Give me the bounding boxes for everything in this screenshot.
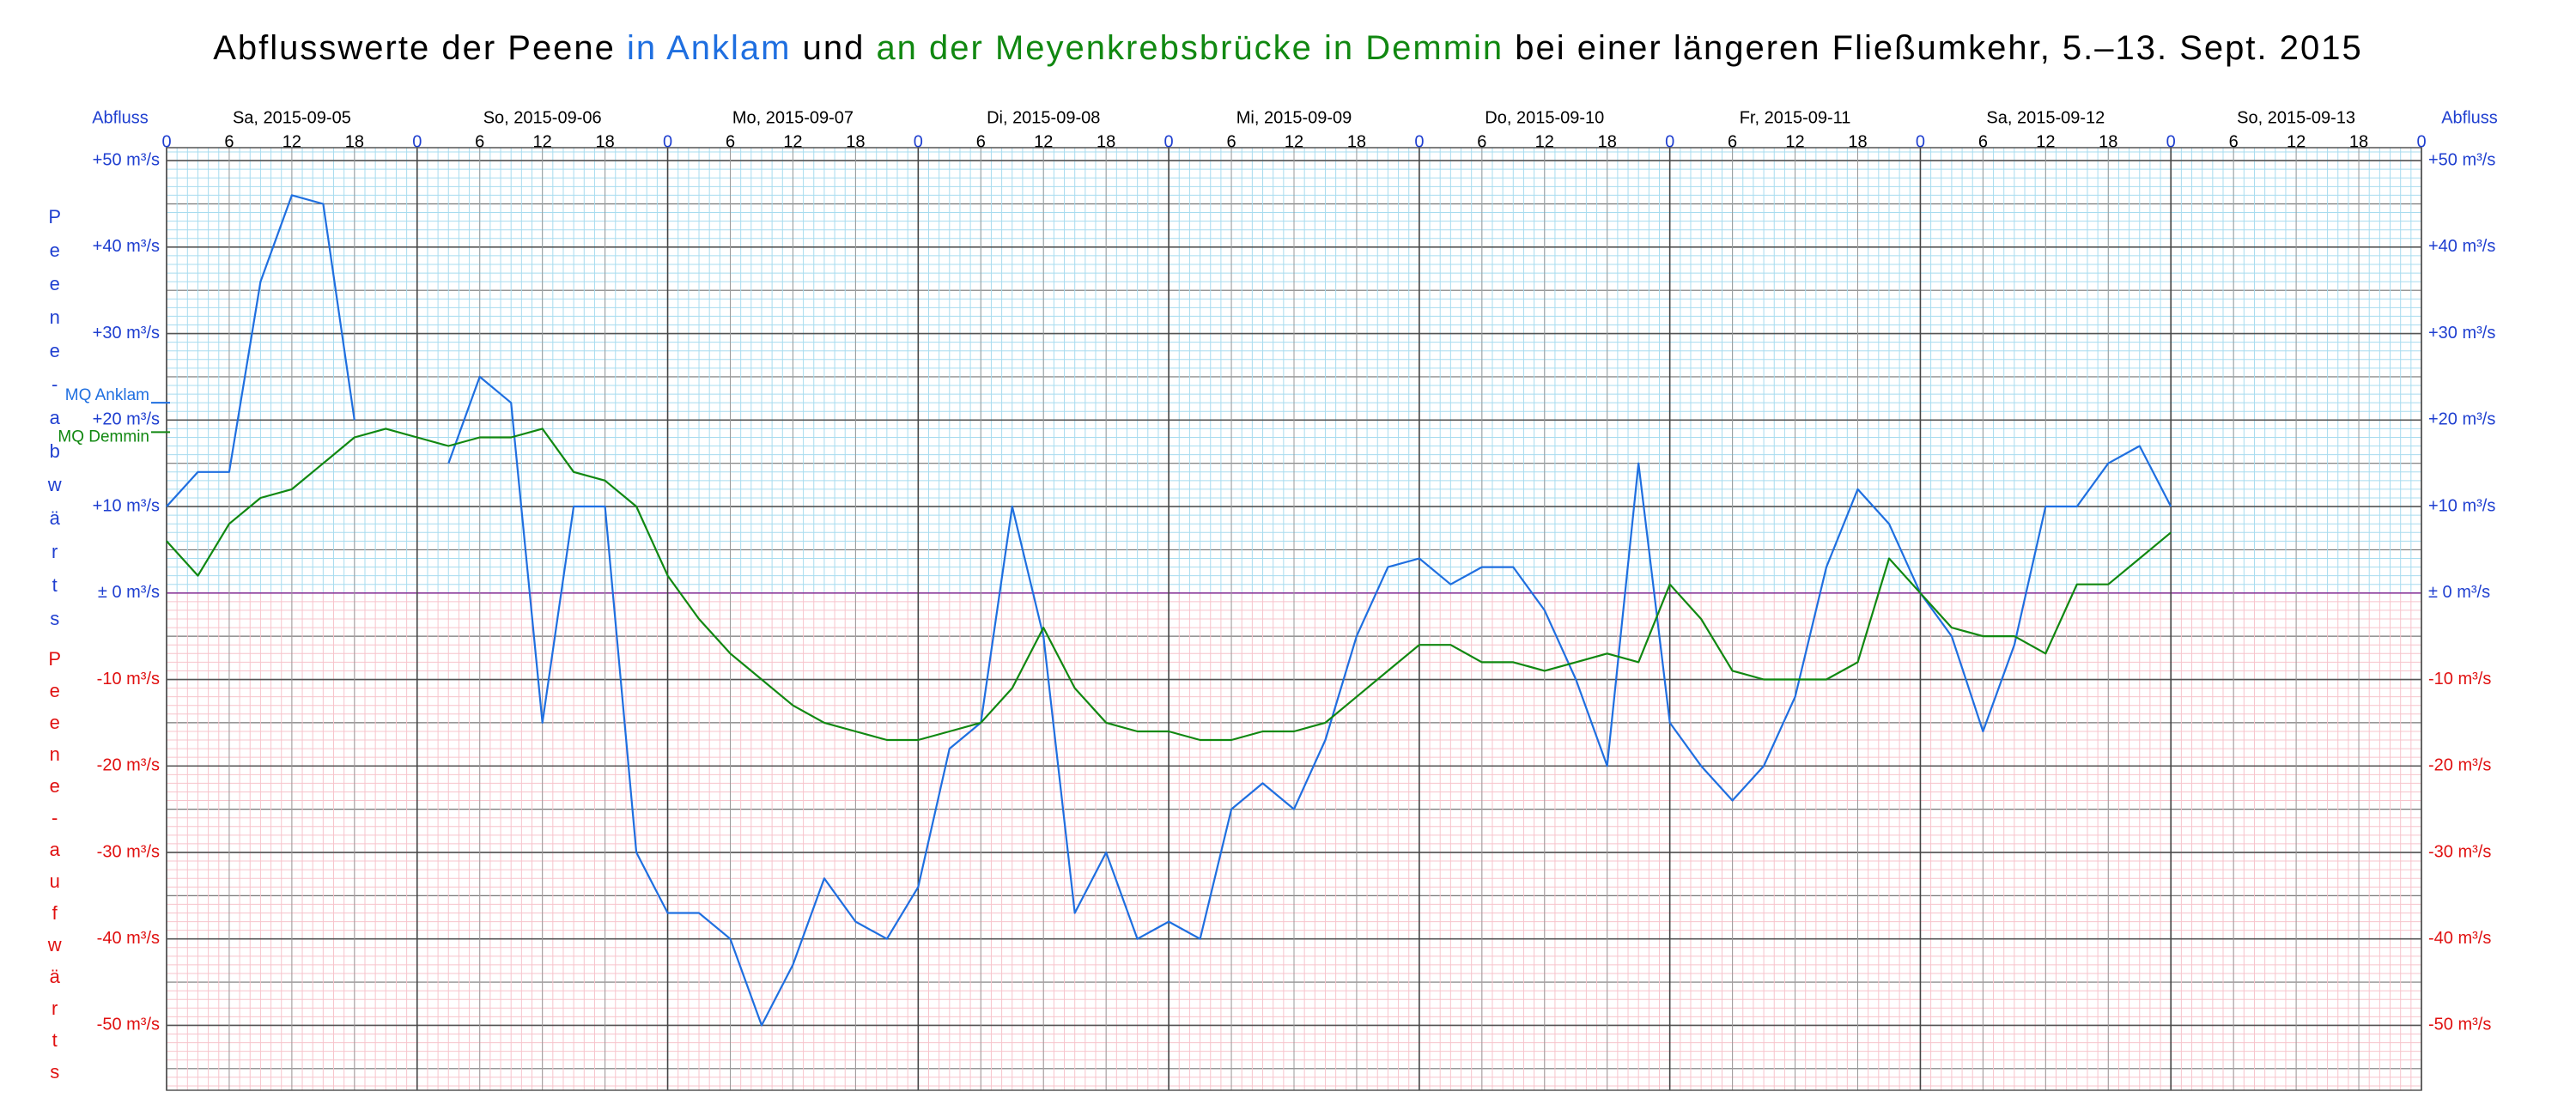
title-part: in Anklam bbox=[627, 29, 791, 67]
y-tick-label: -30 m³/s bbox=[2428, 842, 2491, 861]
series-line bbox=[166, 428, 2172, 742]
x-tick-label: 18 bbox=[846, 132, 865, 151]
chart-title: Abflusswerte der Peene in Anklam und an … bbox=[213, 29, 2363, 67]
x-tick-label: 6 bbox=[224, 132, 234, 151]
x-tick-label: 12 bbox=[1785, 132, 1804, 151]
x-tick-label: 0 bbox=[914, 132, 923, 151]
lower-label: Peene-aufwärts bbox=[44, 648, 65, 1093]
y-tick-label: ± 0 m³/s bbox=[2428, 583, 2490, 602]
x-tick-label: 12 bbox=[1535, 132, 1554, 151]
x-tick-label: 6 bbox=[1978, 132, 1988, 151]
day-label: Do, 2015-09-10 bbox=[1485, 108, 1604, 127]
x-tick-label: 12 bbox=[1285, 132, 1303, 151]
y-axis-label: Abfluss bbox=[2441, 108, 2498, 127]
title-part: und bbox=[791, 29, 876, 67]
x-tick-label: 18 bbox=[595, 132, 614, 151]
title-part: bei einer längeren Fließumkehr, 5.–13. S… bbox=[1504, 29, 2363, 67]
y-tick-label: -40 m³/s bbox=[2428, 929, 2491, 948]
y-tick-label: +40 m³/s bbox=[2428, 237, 2495, 256]
x-tick-label: 12 bbox=[2287, 132, 2306, 151]
title-part: Abflusswerte der Peene bbox=[213, 29, 627, 67]
series-line bbox=[166, 194, 2172, 1027]
day-label: Sa, 2015-09-12 bbox=[1986, 108, 2105, 127]
y-tick-label: +30 m³/s bbox=[93, 324, 160, 343]
y-tick-label: +20 m³/s bbox=[2428, 410, 2495, 429]
x-tick-label: 6 bbox=[1728, 132, 1737, 151]
x-tick-label: 18 bbox=[1598, 132, 1617, 151]
x-tick-label: 12 bbox=[533, 132, 552, 151]
x-tick-label: 6 bbox=[1226, 132, 1236, 151]
y-tick-label: -50 m³/s bbox=[97, 1016, 160, 1034]
y-tick-label: -40 m³/s bbox=[97, 929, 160, 948]
y-tick-label: +20 m³/s bbox=[93, 410, 160, 429]
x-tick-label: 6 bbox=[1477, 132, 1486, 151]
day-label: Di, 2015-09-08 bbox=[987, 108, 1100, 127]
y-tick-label: +30 m³/s bbox=[2428, 324, 2495, 343]
x-tick-label: 12 bbox=[783, 132, 802, 151]
day-label: Mo, 2015-09-07 bbox=[732, 108, 854, 127]
y-tick-label: -10 m³/s bbox=[97, 670, 160, 688]
y-axis-label: Abfluss bbox=[92, 108, 149, 127]
x-tick-label: 0 bbox=[1414, 132, 1424, 151]
y-tick-label: -20 m³/s bbox=[97, 756, 160, 775]
x-tick-label: 0 bbox=[1916, 132, 1925, 151]
x-tick-label: 18 bbox=[345, 132, 364, 151]
x-tick-label: 0 bbox=[2166, 132, 2176, 151]
y-tick-label: +10 m³/s bbox=[93, 496, 160, 515]
reference-label: MQ Anklam bbox=[65, 386, 149, 404]
y-tick-label: +40 m³/s bbox=[93, 237, 160, 256]
x-tick-label: 12 bbox=[1034, 132, 1053, 151]
x-tick-label: 12 bbox=[2036, 132, 2055, 151]
reference-label: MQ Demmin bbox=[58, 428, 149, 446]
y-tick-label: +50 m³/s bbox=[93, 150, 160, 169]
x-tick-label: 0 bbox=[1665, 132, 1674, 151]
x-tick-label: 12 bbox=[283, 132, 301, 151]
x-tick-label: 0 bbox=[1164, 132, 1174, 151]
y-tick-label: +50 m³/s bbox=[2428, 150, 2495, 169]
x-tick-label: 0 bbox=[412, 132, 422, 151]
y-tick-label: -30 m³/s bbox=[97, 842, 160, 861]
x-tick-label: 0 bbox=[161, 132, 171, 151]
x-tick-label: 0 bbox=[663, 132, 672, 151]
y-tick-label: ± 0 m³/s bbox=[98, 583, 160, 602]
y-tick-label: -50 m³/s bbox=[2428, 1016, 2491, 1034]
day-label: So, 2015-09-13 bbox=[2237, 108, 2355, 127]
x-tick-label: 18 bbox=[2349, 132, 2368, 151]
day-label: Sa, 2015-09-05 bbox=[233, 108, 351, 127]
x-tick-label: 6 bbox=[726, 132, 735, 151]
x-tick-label: 6 bbox=[475, 132, 484, 151]
day-label: Fr, 2015-09-11 bbox=[1740, 108, 1851, 127]
y-tick-label: -10 m³/s bbox=[2428, 670, 2491, 688]
x-tick-label: 0 bbox=[2416, 132, 2426, 151]
x-tick-label: 6 bbox=[2229, 132, 2239, 151]
x-tick-label: 18 bbox=[1848, 132, 1867, 151]
day-label: Mi, 2015-09-09 bbox=[1236, 108, 1352, 127]
x-tick-label: 18 bbox=[2099, 132, 2117, 151]
y-tick-label: +10 m³/s bbox=[2428, 496, 2495, 515]
x-tick-label: 18 bbox=[1097, 132, 1115, 151]
plot-frame bbox=[166, 147, 2422, 1091]
title-part: an der Meyenkrebsbrücke in Demmin bbox=[876, 29, 1504, 67]
day-label: So, 2015-09-06 bbox=[483, 108, 602, 127]
y-tick-label: -20 m³/s bbox=[2428, 756, 2491, 775]
upper-label: Peene-abwärts bbox=[44, 206, 65, 641]
x-tick-label: 6 bbox=[976, 132, 986, 151]
x-tick-label: 18 bbox=[1347, 132, 1366, 151]
